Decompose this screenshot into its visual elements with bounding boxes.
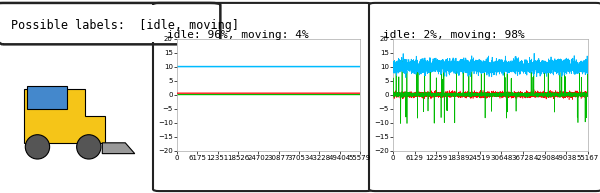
Polygon shape: [24, 89, 105, 143]
Circle shape: [25, 135, 50, 159]
Circle shape: [77, 135, 101, 159]
Text: idle: 2%, moving: 98%: idle: 2%, moving: 98%: [383, 30, 524, 40]
Polygon shape: [26, 86, 67, 109]
Legend: accX, accY, accZ: accX, accY, accZ: [442, 190, 539, 193]
Text: idle: 96%, moving: 4%: idle: 96%, moving: 4%: [167, 30, 308, 40]
Text: Possible labels:  [idle, moving]: Possible labels: [idle, moving]: [11, 19, 239, 32]
Polygon shape: [103, 143, 135, 154]
Legend: accX, accY, accZ: accX, accY, accZ: [220, 190, 317, 193]
